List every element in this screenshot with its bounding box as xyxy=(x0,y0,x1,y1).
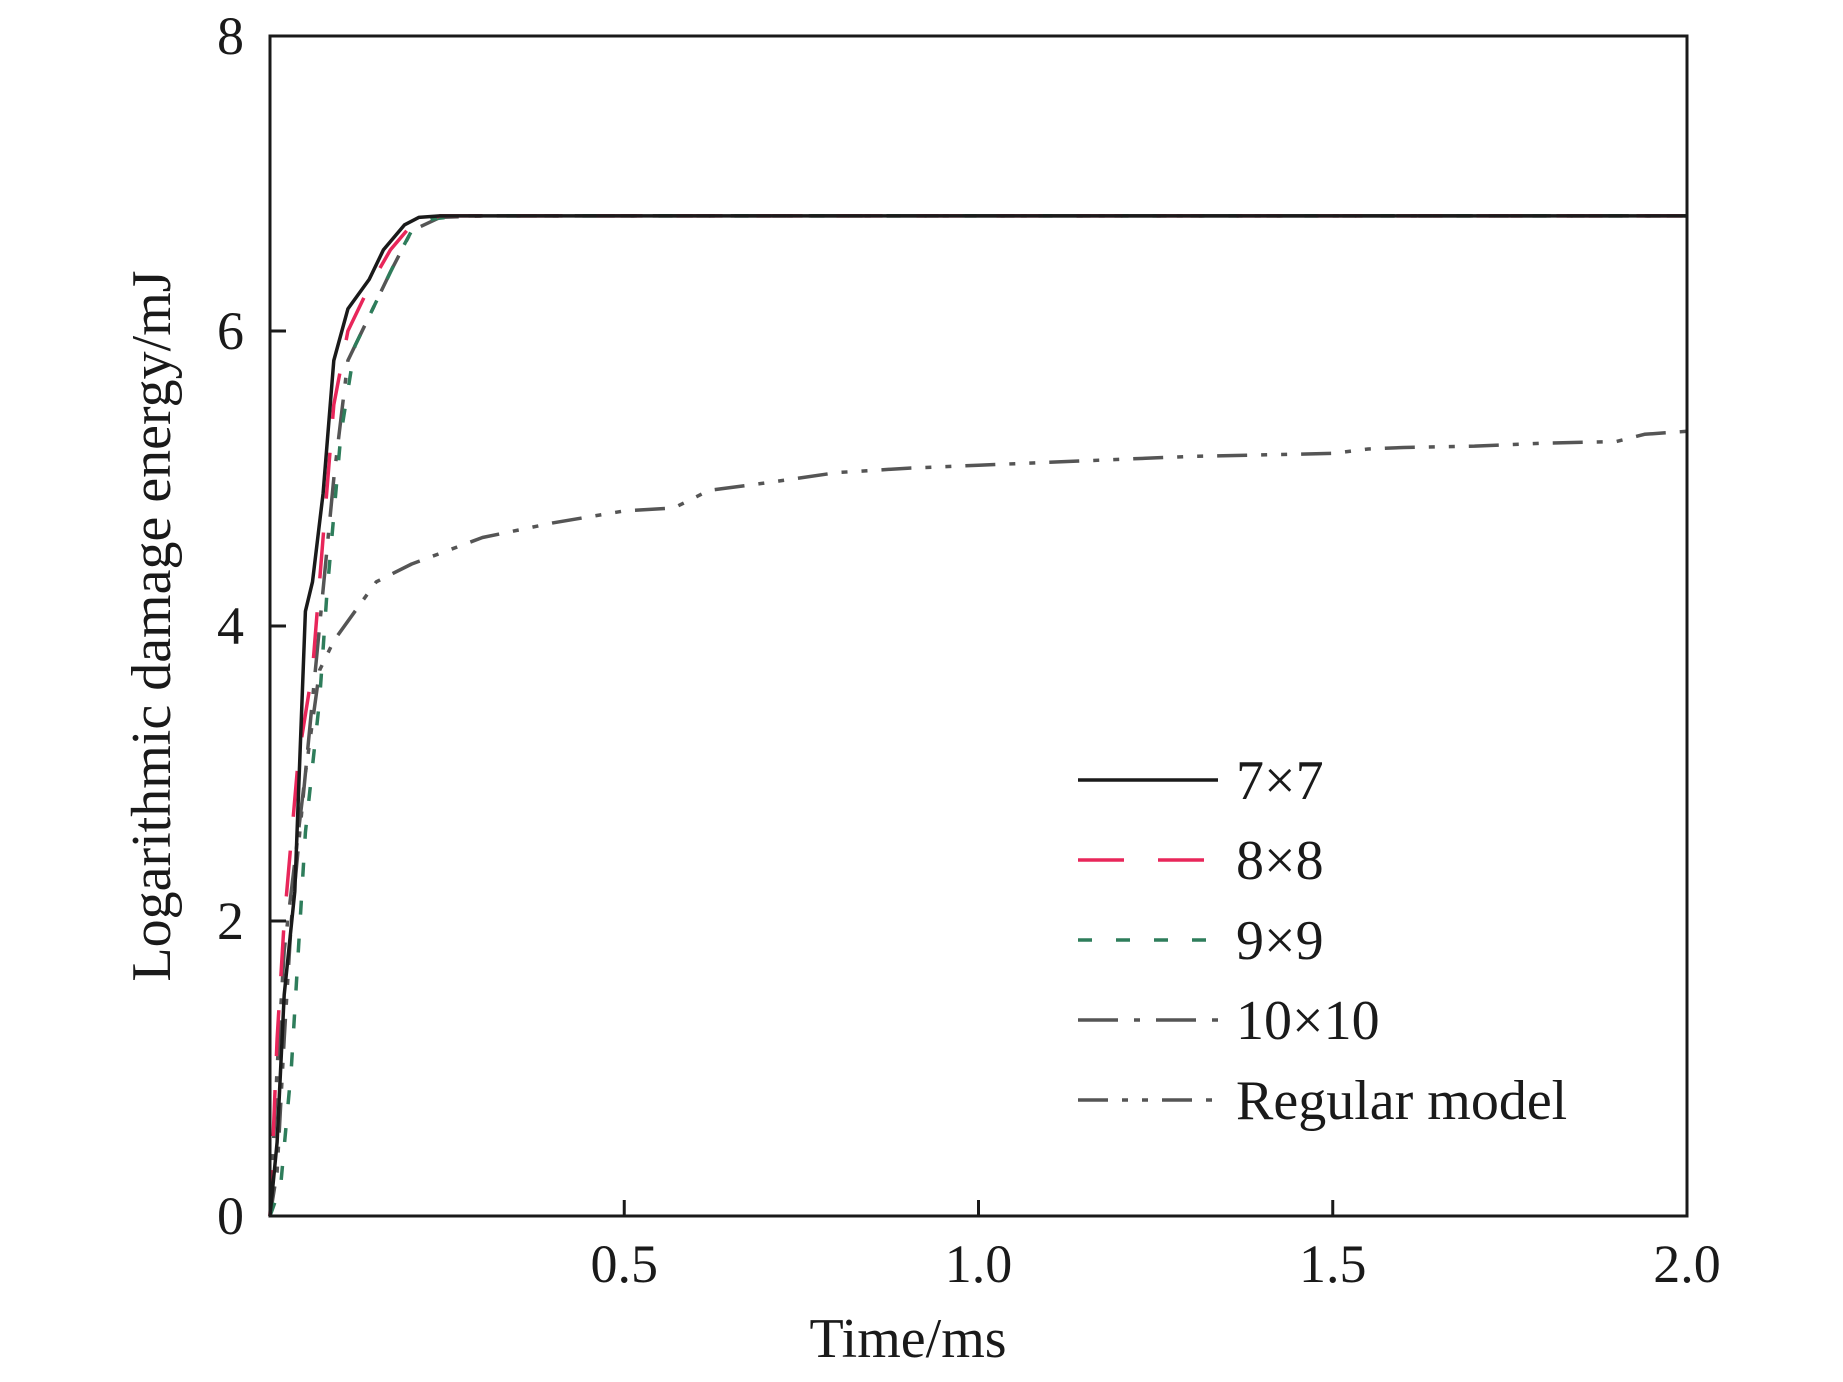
series-line-7-7 xyxy=(268,214,1687,1217)
x-axis-label: Time/ms xyxy=(809,1308,1006,1370)
y-tick-label: 2 xyxy=(217,891,244,951)
x-tick-label: 0.5 xyxy=(591,1234,659,1294)
legend-label-regular-model: Regular model xyxy=(1236,1070,1567,1132)
legend-label-8-8: 8×8 xyxy=(1236,830,1324,892)
legend: 7×7 8×8 9×9 10×10 Regular model xyxy=(1078,750,1567,1132)
legend-label-9-9: 9×9 xyxy=(1236,910,1324,972)
series-layer xyxy=(268,214,1688,1217)
series-line-8-8 xyxy=(268,214,1687,1217)
y-axis-label: Logarithmic damage energy/mJ xyxy=(121,270,183,981)
x-tick-label: 1.5 xyxy=(1299,1234,1367,1294)
legend-label-7-7: 7×7 xyxy=(1236,750,1324,812)
y-tick-label: 6 xyxy=(217,301,244,361)
tick-layer: 0.5 1.0 1.5 2.0 0 2 4 6 8 xyxy=(217,6,1721,1294)
x-tick-label: 1.0 xyxy=(945,1234,1013,1294)
y-tick-label: 0 xyxy=(217,1186,244,1246)
series-line-9-9 xyxy=(268,214,1687,1217)
x-tick-label: 2.0 xyxy=(1653,1234,1721,1294)
y-tick-label: 8 xyxy=(217,6,244,66)
y-tick-label: 4 xyxy=(217,596,244,656)
legend-label-10-10: 10×10 xyxy=(1236,990,1380,1052)
series-line-regular-model xyxy=(268,429,1688,1217)
